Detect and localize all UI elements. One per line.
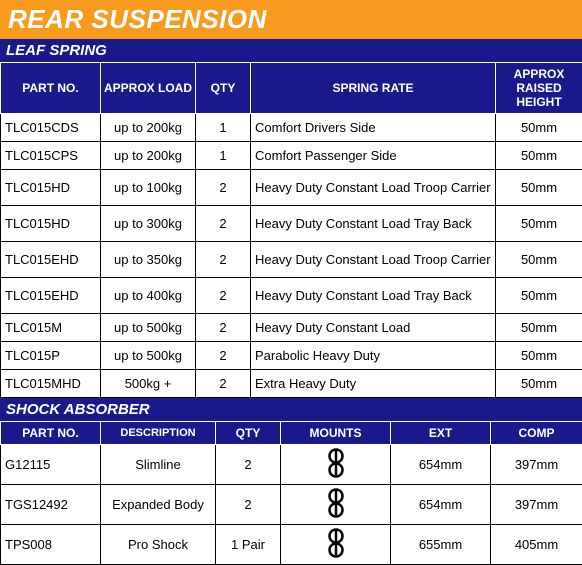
cell-qty: 2 bbox=[196, 242, 251, 278]
cell-comp: 405mm bbox=[491, 525, 582, 565]
main-title: REAR SUSPENSION bbox=[0, 0, 582, 39]
cell-height: 50mm bbox=[496, 206, 582, 242]
shock-absorber-title: SHOCK ABSORBER bbox=[0, 398, 582, 421]
cell-qty: 2 bbox=[196, 314, 251, 342]
cell-load: 500kg + bbox=[101, 370, 196, 398]
col-approx-load: APPROX LOAD bbox=[101, 63, 196, 114]
cell-rate: Comfort Drivers Side bbox=[251, 114, 496, 142]
bushing-icon bbox=[327, 528, 345, 558]
cell-height: 50mm bbox=[496, 342, 582, 370]
cell-part: TLC015EHD bbox=[1, 242, 101, 278]
table-row: G12115Slimline2 654mm397mm bbox=[1, 445, 582, 485]
cell-part: TLC015CPS bbox=[1, 142, 101, 170]
cell-desc: Slimline bbox=[101, 445, 216, 485]
cell-height: 50mm bbox=[496, 278, 582, 314]
cell-load: up to 500kg bbox=[101, 342, 196, 370]
table-row: TLC015CPSup to 200kg1Comfort Passenger S… bbox=[1, 142, 582, 170]
table-row: TGS12492Expanded Body2 654mm397mm bbox=[1, 485, 582, 525]
cell-height: 50mm bbox=[496, 370, 582, 398]
cell-mounts bbox=[281, 445, 391, 485]
cell-rate: Parabolic Heavy Duty bbox=[251, 342, 496, 370]
col-part-no: PART NO. bbox=[1, 63, 101, 114]
cell-rate: Comfort Passenger Side bbox=[251, 142, 496, 170]
cell-rate: Heavy Duty Constant Load Troop Carrier bbox=[251, 170, 496, 206]
cell-part: TLC015HD bbox=[1, 170, 101, 206]
bushing-icon bbox=[327, 488, 345, 518]
cell-rate: Heavy Duty Constant Load Troop Carrier bbox=[251, 242, 496, 278]
table-row: TLC015EHDup to 400kg2Heavy Duty Constant… bbox=[1, 278, 582, 314]
cell-rate: Heavy Duty Constant Load Tray Back bbox=[251, 206, 496, 242]
cell-qty: 2 bbox=[196, 170, 251, 206]
cell-qty: 2 bbox=[196, 342, 251, 370]
cell-height: 50mm bbox=[496, 170, 582, 206]
cell-comp: 397mm bbox=[491, 445, 582, 485]
cell-height: 50mm bbox=[496, 314, 582, 342]
cell-load: up to 200kg bbox=[101, 114, 196, 142]
cell-part: TLC015P bbox=[1, 342, 101, 370]
cell-ext: 655mm bbox=[391, 525, 491, 565]
cell-load: up to 400kg bbox=[101, 278, 196, 314]
cell-part: TPS008 bbox=[1, 525, 101, 565]
cell-desc: Expanded Body bbox=[101, 485, 216, 525]
cell-rate: Extra Heavy Duty bbox=[251, 370, 496, 398]
cell-mounts bbox=[281, 525, 391, 565]
cell-part: TLC015CDS bbox=[1, 114, 101, 142]
cell-part: G12115 bbox=[1, 445, 101, 485]
cell-comp: 397mm bbox=[491, 485, 582, 525]
cell-part: TLC015HD bbox=[1, 206, 101, 242]
table-row: TLC015Pup to 500kg2Parabolic Heavy Duty5… bbox=[1, 342, 582, 370]
cell-part: TLC015MHD bbox=[1, 370, 101, 398]
col-spring-rate: SPRING RATE bbox=[251, 63, 496, 114]
cell-desc: Pro Shock bbox=[101, 525, 216, 565]
cell-qty: 2 bbox=[216, 485, 281, 525]
cell-load: up to 200kg bbox=[101, 142, 196, 170]
cell-load: up to 500kg bbox=[101, 314, 196, 342]
col-mounts: MOUNTS bbox=[281, 422, 391, 445]
table-row: TLC015CDSup to 200kg1Comfort Drivers Sid… bbox=[1, 114, 582, 142]
cell-qty: 1 bbox=[196, 114, 251, 142]
col-qty: QTY bbox=[196, 63, 251, 114]
cell-ext: 654mm bbox=[391, 445, 491, 485]
table-row: TLC015HDup to 300kg2Heavy Duty Constant … bbox=[1, 206, 582, 242]
shock-header-row: PART NO. DESCRIPTION QTY MOUNTS EXT COMP bbox=[1, 422, 582, 445]
leaf-spring-table: PART NO. APPROX LOAD QTY SPRING RATE APP… bbox=[0, 62, 582, 398]
cell-qty: 1 bbox=[196, 142, 251, 170]
cell-qty: 2 bbox=[196, 206, 251, 242]
leaf-spring-title: LEAF SPRING bbox=[0, 39, 582, 62]
cell-load: up to 100kg bbox=[101, 170, 196, 206]
table-row: TLC015MHD500kg +2Extra Heavy Duty50mm bbox=[1, 370, 582, 398]
col-part-no: PART NO. bbox=[1, 422, 101, 445]
col-description: DESCRIPTION bbox=[101, 422, 216, 445]
cell-rate: Heavy Duty Constant Load Tray Back bbox=[251, 278, 496, 314]
cell-qty: 2 bbox=[196, 370, 251, 398]
col-qty: QTY bbox=[216, 422, 281, 445]
table-row: TPS008Pro Shock1 Pair 655mm405mm bbox=[1, 525, 582, 565]
col-ext: EXT bbox=[391, 422, 491, 445]
cell-qty: 2 bbox=[196, 278, 251, 314]
table-row: TLC015Mup to 500kg2Heavy Duty Constant L… bbox=[1, 314, 582, 342]
cell-qty: 2 bbox=[216, 445, 281, 485]
cell-ext: 654mm bbox=[391, 485, 491, 525]
table-row: TLC015HDup to 100kg2Heavy Duty Constant … bbox=[1, 170, 582, 206]
cell-height: 50mm bbox=[496, 142, 582, 170]
leaf-header-row: PART NO. APPROX LOAD QTY SPRING RATE APP… bbox=[1, 63, 582, 114]
shock-absorber-table: PART NO. DESCRIPTION QTY MOUNTS EXT COMP… bbox=[0, 421, 582, 565]
cell-height: 50mm bbox=[496, 114, 582, 142]
col-raised-height: APPROX RAISED HEIGHT bbox=[496, 63, 582, 114]
cell-part: TGS12492 bbox=[1, 485, 101, 525]
col-comp: COMP bbox=[491, 422, 582, 445]
cell-part: TLC015M bbox=[1, 314, 101, 342]
bushing-icon bbox=[327, 448, 345, 478]
cell-height: 50mm bbox=[496, 242, 582, 278]
cell-qty: 1 Pair bbox=[216, 525, 281, 565]
table-row: TLC015EHDup to 350kg2Heavy Duty Constant… bbox=[1, 242, 582, 278]
cell-rate: Heavy Duty Constant Load bbox=[251, 314, 496, 342]
cell-load: up to 350kg bbox=[101, 242, 196, 278]
cell-load: up to 300kg bbox=[101, 206, 196, 242]
cell-part: TLC015EHD bbox=[1, 278, 101, 314]
cell-mounts bbox=[281, 485, 391, 525]
